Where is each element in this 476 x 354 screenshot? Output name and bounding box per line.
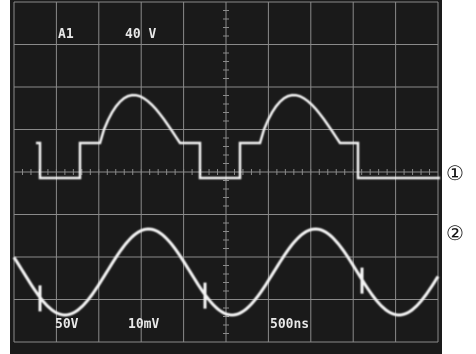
trace-1-marker: ① (446, 161, 464, 185)
channel-label: A1 (58, 27, 74, 42)
oscilloscope-figure: A1 40 V 50V 10mV 500ns ① ② (0, 0, 476, 354)
page: A1 40 V 50V 10mV 500ns ① ② (0, 0, 476, 354)
voltage-label: 40 V (125, 27, 156, 42)
ch1-scale: 50V (55, 317, 79, 332)
ch2-scale: 10mV (128, 317, 159, 332)
time-scale: 500ns (270, 317, 309, 332)
trace-2-marker: ② (446, 221, 464, 245)
